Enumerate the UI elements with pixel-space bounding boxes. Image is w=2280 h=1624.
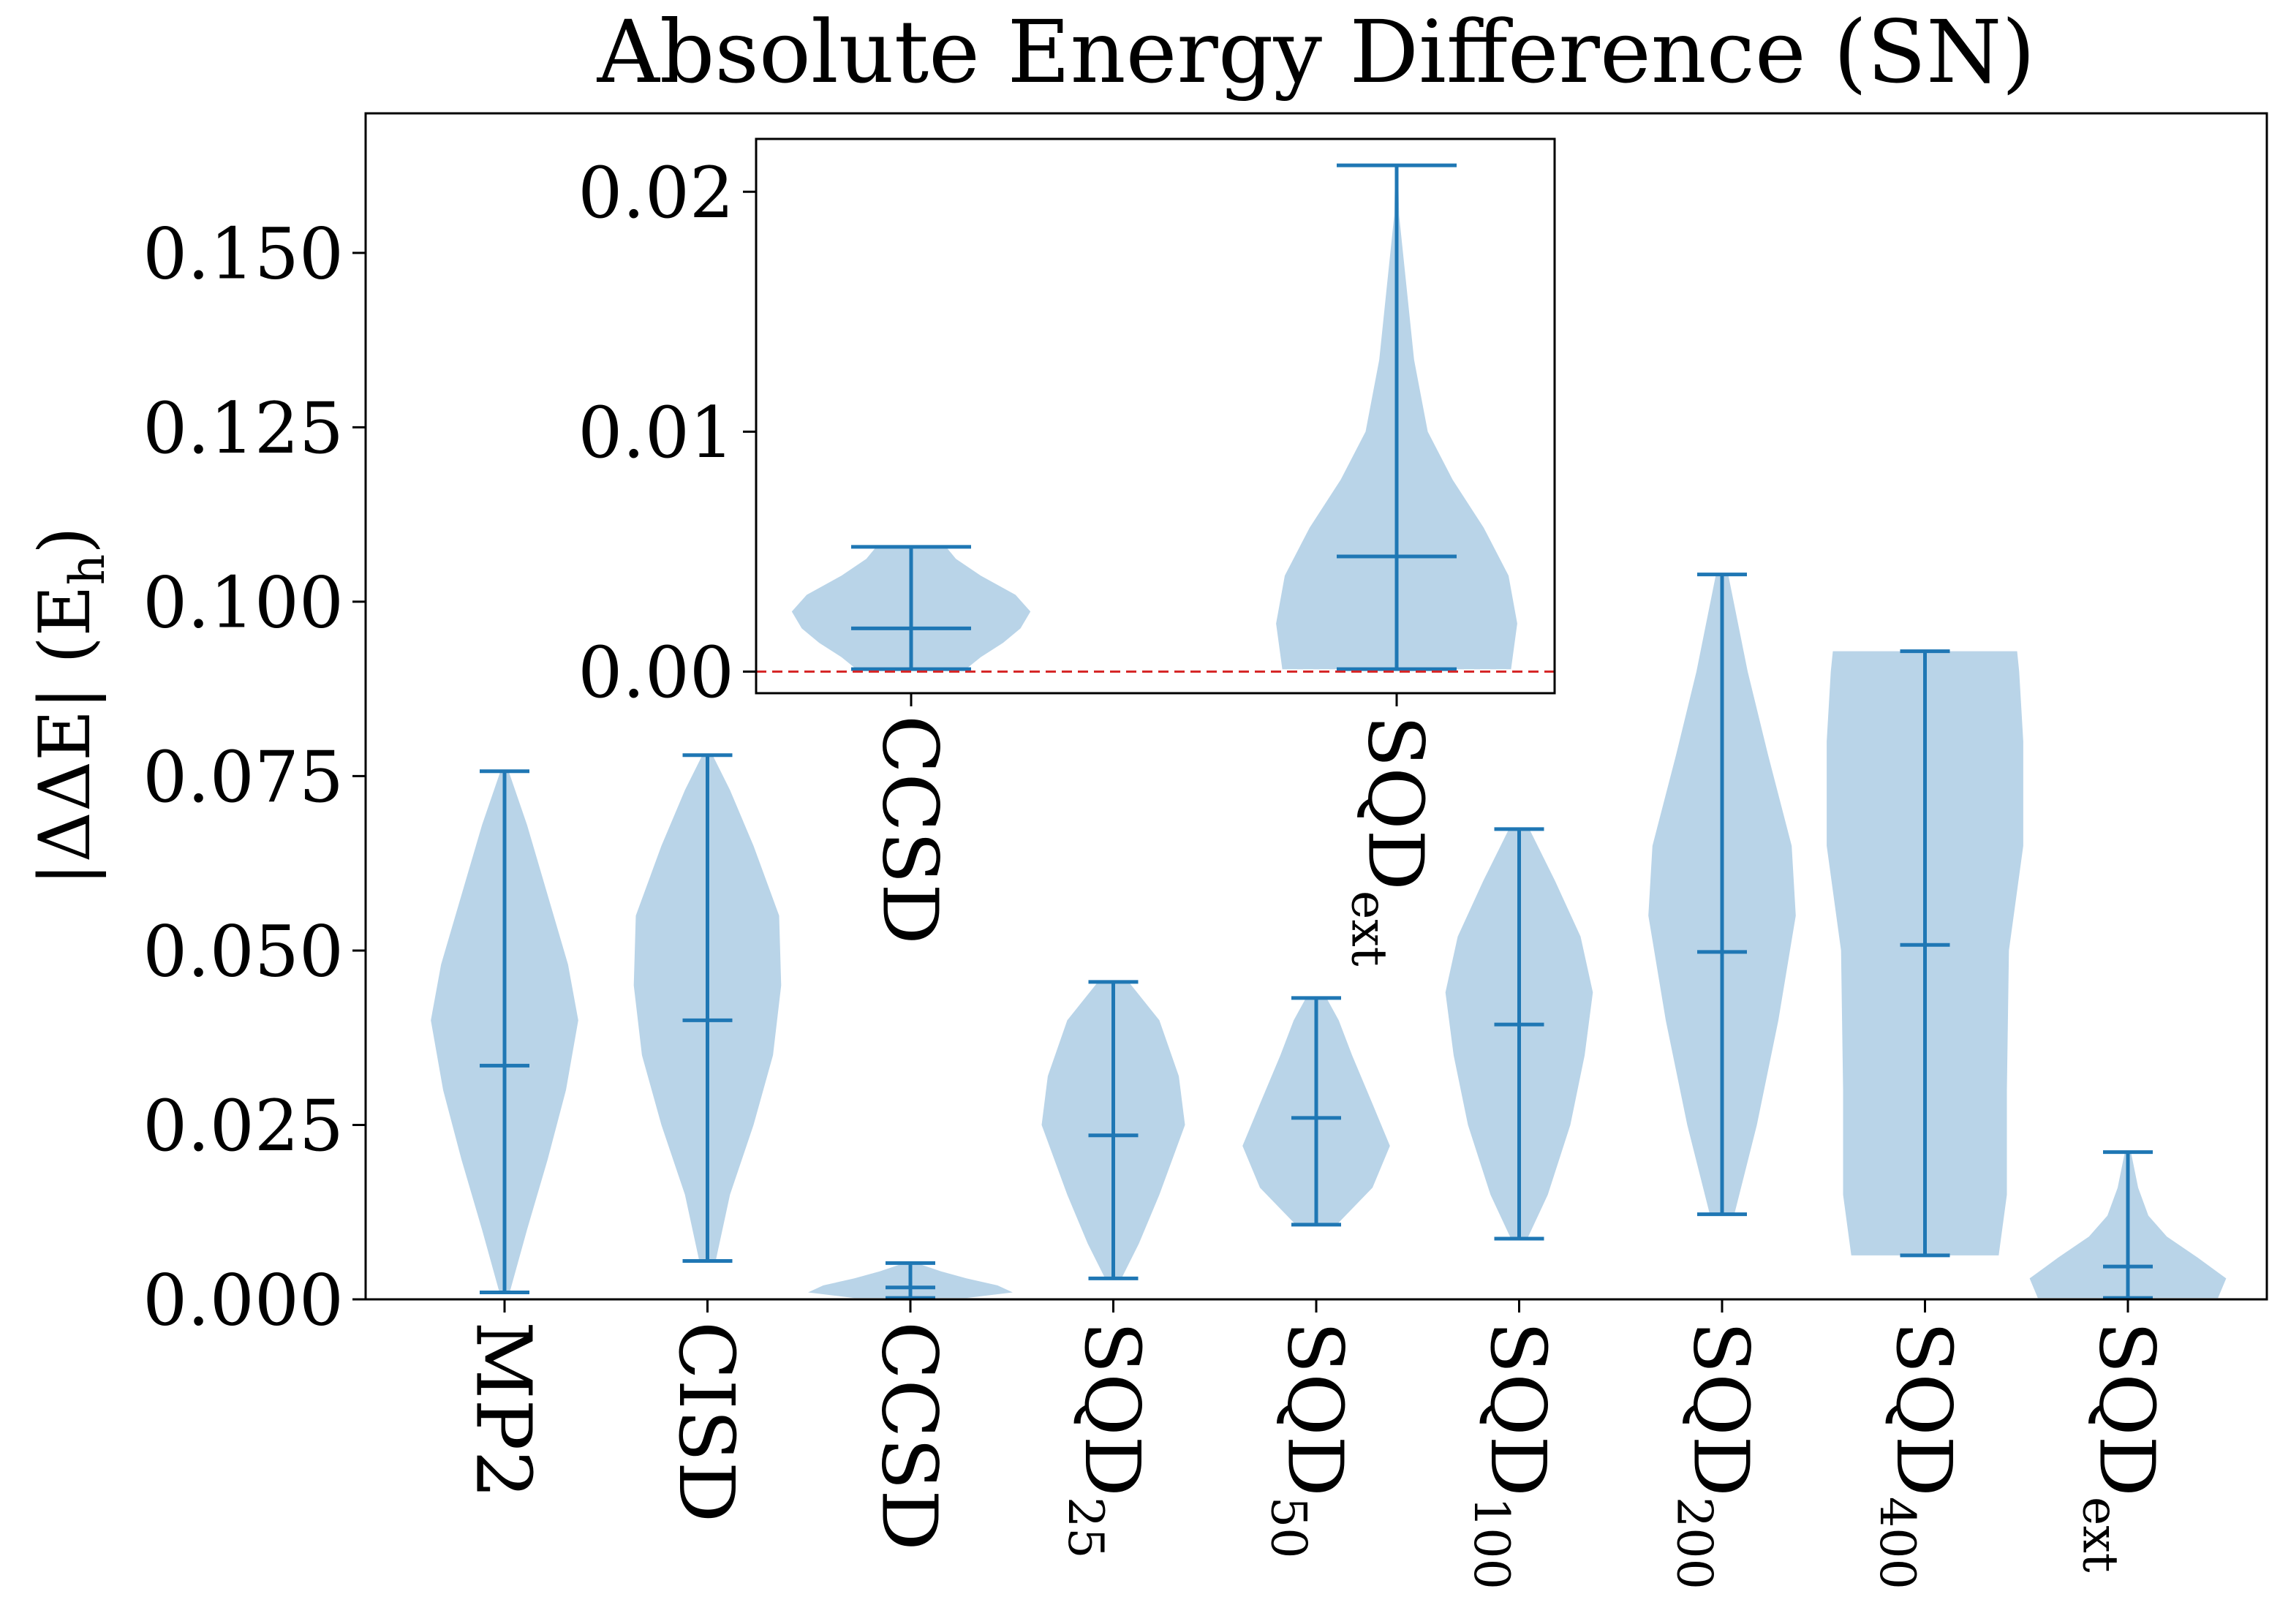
x-tick-label: SQDext [2072,1321,2172,1573]
x-tick-label-subscript: ext [2072,1497,2129,1573]
x-tick-label-subscript: 400 [1869,1497,1926,1590]
inset-x-axis: CCSD SQDext [866,693,1441,967]
inset-plot: 0.00 0.01 0.02 CCSD SQDext [578,137,1556,967]
main-x-axis: MP2 CISD CCSD SQD25SQD50SQD100SQD200SQD400S… [459,1299,2172,1590]
y-tick-label: 0.100 [143,562,344,643]
main-axes-frame [364,112,2268,1301]
x-tick-label: SQD50 [1261,1321,1360,1559]
inset-axes-frame [755,137,1556,695]
y-axis-label-main: |ΔΔE| (E [24,585,106,885]
y-tick-label: 0.01 [578,392,734,474]
x-tick-label-text: MP2 [459,1321,548,1499]
y-tick-label: 0.125 [143,388,344,469]
inset-violins [756,163,1555,673]
x-tick-label: CCSD [865,1321,954,1551]
x-tick-label: SQD25 [1057,1321,1157,1559]
inset-y-axis: 0.00 0.01 0.02 [578,152,756,714]
y-axis-label-subscript: h [59,554,116,586]
x-tick-label-text: SQD [1677,1321,1766,1497]
x-tick-label-text: CCSD [865,1321,954,1551]
x-tick-label-text: SQD [1473,1321,1563,1497]
x-tick-label: SQD200 [1666,1321,1766,1590]
x-tick-label-text: SQD [2083,1321,2172,1497]
x-tick-label-text: SQD [1879,1321,1968,1497]
x-tick-label: SQD400 [1869,1321,1968,1590]
x-tick-label-subscript: 50 [1261,1497,1318,1559]
x-tick-label: SQDext [1341,715,1441,967]
y-tick-label: 0.150 [143,213,344,295]
y-tick-label: 0.025 [143,1085,344,1167]
y-tick-label: 0.000 [143,1260,344,1342]
main-violins [366,573,2267,1301]
main-plot: 0.000 0.025 0.050 0.075 0.100 0.125 0.150 MP2 C… [143,112,2268,1590]
chart-title: Absolute Energy Difference (SN) [597,1,2036,102]
x-tick-label-subscript: ext [1341,891,1398,967]
x-tick-label-text: CISD [662,1321,751,1522]
y-axis-label: |ΔΔE| (Eh) [24,526,116,885]
y-tick-label: 0.02 [578,152,734,234]
y-axis-label-close: ) [24,526,106,554]
x-tick-label: SQD100 [1463,1321,1563,1590]
y-tick-label: 0.00 [578,632,734,714]
y-tick-label: 0.050 [143,911,344,993]
y-tick-label: 0.075 [143,736,344,818]
x-tick-label: CISD [662,1321,751,1522]
x-tick-label-subscript: 100 [1463,1497,1520,1590]
x-tick-label: MP2 [459,1321,548,1499]
x-tick-label-text: SQD [1068,1321,1157,1497]
x-tick-label-subscript: 25 [1057,1497,1114,1559]
x-tick-label-text: CCSD [866,715,955,945]
main-y-axis: 0.000 0.025 0.050 0.075 0.100 0.125 0.150 [143,213,366,1342]
x-tick-label-text: SQD [1351,715,1441,891]
x-tick-label: CCSD [866,715,955,945]
x-tick-label-text: SQD [1271,1321,1360,1497]
x-tick-label-subscript: 200 [1666,1497,1724,1590]
